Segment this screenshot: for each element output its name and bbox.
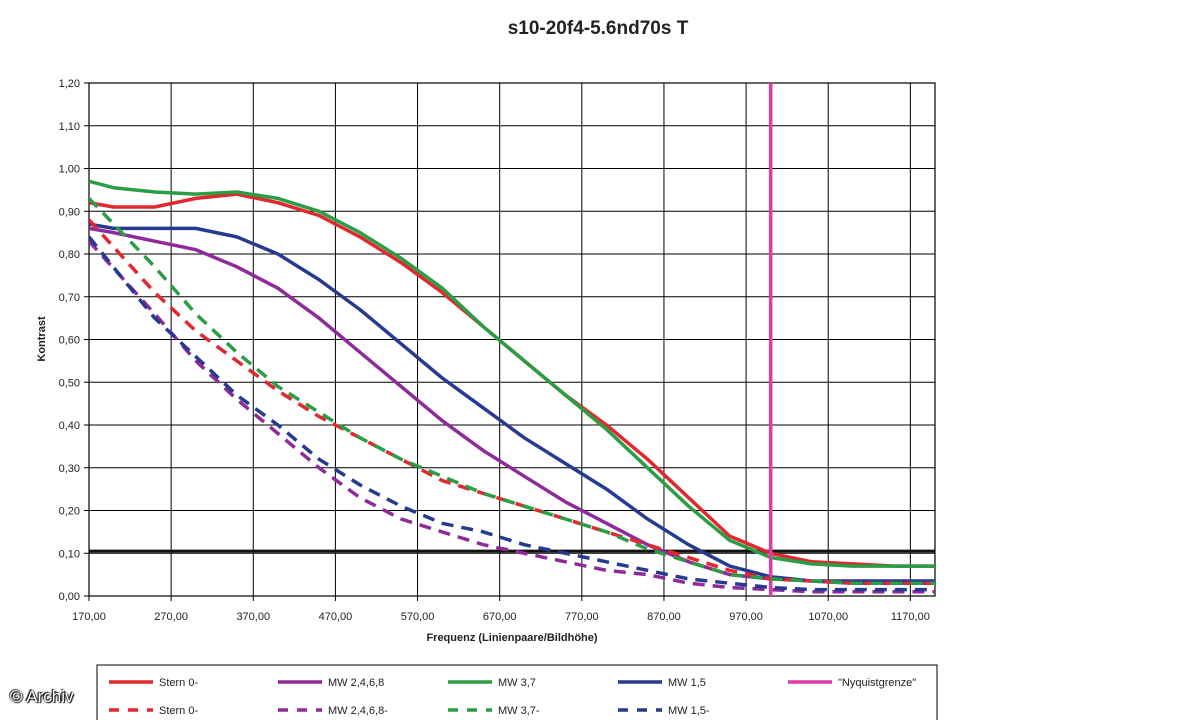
legend-label: MW 3,7 (498, 677, 536, 689)
x-tick-label: 170,00 (72, 611, 106, 623)
legend-label: Stern 0- (159, 677, 198, 689)
y-tick-label: 0,90 (59, 206, 80, 218)
y-tick-label: 0,20 (59, 506, 80, 518)
y-tick-label: 1,00 (59, 164, 80, 176)
legend-label: MW 2,4,6,8 (328, 677, 384, 689)
series-line-8 (89, 235, 935, 592)
series-group (89, 83, 935, 596)
x-tick-label: 370,00 (236, 611, 270, 623)
y-axis-label: Kontrast (36, 316, 48, 362)
x-tick-label: 870,00 (647, 611, 681, 623)
y-tick-label: 0,50 (59, 377, 80, 389)
x-tick-label: 470,00 (319, 611, 353, 623)
y-tick-label: 0,60 (59, 335, 80, 347)
y-tick-label: 1,20 (59, 78, 80, 90)
x-tick-label: 570,00 (401, 611, 435, 623)
x-axis-label: Frequenz (Linienpaare/Bildhöhe) (426, 632, 597, 644)
y-tick-label: 0,70 (59, 292, 80, 304)
y-tick-label: 0,80 (59, 249, 80, 261)
legend-label: MW 2,4,6,8- (328, 705, 388, 717)
y-tick-label: 0,00 (59, 591, 80, 603)
legend: Stern 0- MW 2,4,6,8 MW 3,7 MW 1,5 "Nyquistgr… (96, 664, 938, 720)
x-tick-label: 1170,00 (891, 611, 930, 623)
series-line-6 (89, 240, 935, 594)
legend-label: Stern 0- (159, 705, 198, 717)
legend-label: "Nyquistgrenze" (838, 677, 916, 689)
y-tick-label: 0,40 (59, 420, 80, 432)
plot-area: 0,00 0,10 0,20 0,30 0,40 0,50 0,60 0,70 0,80 0,90… (59, 78, 936, 623)
legend-label: MW 1,5 (668, 677, 706, 689)
y-tick-label: 0,30 (59, 463, 80, 475)
series-line-2 (89, 179, 935, 568)
x-tick-label: 770,00 (565, 611, 599, 623)
x-tick-label: 970,00 (729, 611, 763, 623)
chart-title: s10-20f4-5.6nd70s T (508, 18, 689, 39)
series-line-7 (89, 197, 935, 585)
x-tick-label: 270,00 (154, 611, 188, 623)
copyright-watermark: © Archiv (10, 687, 74, 706)
y-tick-label: 0,10 (59, 548, 80, 560)
plot-border (88, 82, 936, 597)
y-tick-label: 1,10 (59, 121, 80, 133)
legend-box (96, 664, 938, 720)
legend-label: MW 1,5- (668, 705, 710, 717)
legend-label: MW 3,7- (498, 705, 540, 717)
x-tick-label: 1070,00 (808, 611, 848, 623)
x-tick-label: 670,00 (483, 611, 517, 623)
